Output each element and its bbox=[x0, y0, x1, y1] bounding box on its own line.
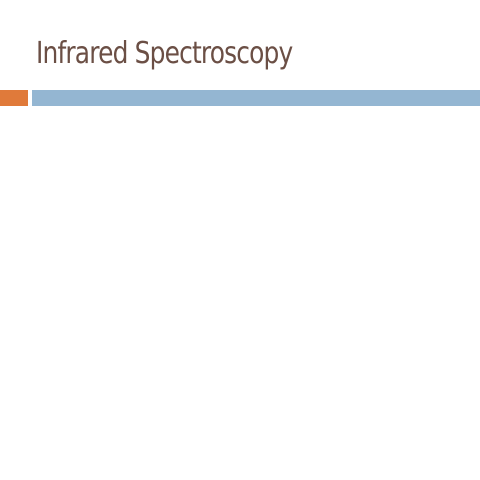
slide-content-area bbox=[36, 120, 456, 460]
orange-accent-block bbox=[0, 90, 28, 106]
blue-title-underline-bar bbox=[32, 90, 480, 106]
slide-title: Infrared Spectroscopy bbox=[36, 36, 293, 71]
